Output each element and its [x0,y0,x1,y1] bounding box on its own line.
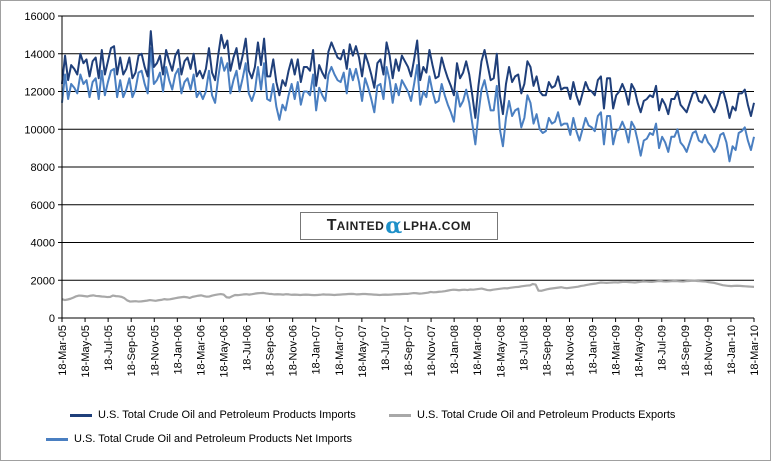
x-tick-label: 18-May-05 [80,325,92,378]
series-line-exports [61,279,755,303]
x-tick-label: 18-Sep-08 [541,325,553,376]
watermark-logo: T AINTED α LPHA.COM [300,212,498,240]
x-tick-label: 18-Nov-08 [564,325,576,376]
legend-item-exports: U.S. Total Crude Oil and Petroleum Produ… [389,409,675,421]
legend-label-exports: U.S. Total Crude Oil and Petroleum Produ… [417,409,676,421]
x-axis-tick-labels: 18-Mar-05 18-May-05 18-Jul-05 18-Sep-05 18-N… [57,318,761,378]
legend-swatch-imports [70,413,92,417]
x-tick-label: 18-Sep-07 [403,325,415,376]
legend-swatch-net-imports [46,437,68,441]
x-tick-label: 18-Sep-05 [126,325,138,376]
x-tick-label: 18-Jan-06 [172,325,184,375]
legend-item-imports: U.S. Total Crude Oil and Petroleum Produ… [70,409,356,421]
x-tick-label: 18-Mar-08 [472,325,484,376]
x-tick-label: 18-Nov-07 [426,325,438,376]
y-tick-label: 6000 [31,200,55,212]
x-tick-label: 18-Jul-07 [380,325,392,371]
x-tick-label: 18-Jan-07 [311,325,323,375]
x-tick-label: 18-Jan-09 [588,325,600,375]
y-tick-label: 0 [49,313,55,325]
x-tick-label: 18-Jul-06 [242,325,254,371]
series-lines [61,30,755,303]
y-tick-label: 16000 [24,11,55,23]
x-tick-label: 18-May-09 [634,325,646,378]
legend-item-net-imports: U.S. Total Crude Oil and Petroleum Produ… [46,433,352,445]
legend-label-imports: U.S. Total Crude Oil and Petroleum Produ… [98,409,356,421]
x-tick-label: 18-Mar-10 [749,325,761,376]
y-tick-label: 12000 [24,87,55,99]
x-tick-label: 18-Mar-06 [195,325,207,376]
y-tick-label: 8000 [31,162,55,174]
y-tick-label: 4000 [31,238,55,250]
gridlines [58,15,754,319]
x-tick-label: 18-Nov-05 [149,325,161,376]
x-tick-label: 18-Nov-06 [288,325,300,376]
x-tick-label: 18-Jul-05 [103,325,115,371]
x-tick-label: 18-Jul-08 [518,325,530,371]
y-axis-tick-labels: 0 2000 4000 6000 8000 10000 12000 14000 16000 [24,11,55,325]
legend-label-net-imports: U.S. Total Crude Oil and Petroleum Produ… [74,433,352,445]
x-tick-label: 18-Jul-09 [657,325,669,371]
legend-swatch-exports [389,413,411,417]
x-tick-label: 18-May-08 [495,325,507,378]
x-tick-label: 18-May-06 [218,325,230,378]
x-tick-label: 18-Mar-09 [611,325,623,376]
x-tick-label: 18-Jan-10 [726,325,738,375]
series-line-imports [61,30,755,119]
x-tick-label: 18-Jan-08 [449,325,461,375]
x-tick-label: 18-Mar-05 [57,325,69,376]
x-tick-label: 18-Nov-09 [703,325,715,376]
y-tick-label: 10000 [24,124,55,136]
x-tick-label: 18-Sep-06 [265,325,277,376]
x-tick-label: 18-Sep-09 [680,325,692,376]
y-tick-label: 2000 [31,275,55,287]
alpha-logo-icon: α [385,213,403,239]
series-line-net-imports [61,47,755,163]
x-tick-label: 18-Mar-07 [334,325,346,376]
y-tick-label: 14000 [24,49,55,61]
x-tick-label: 18-May-07 [357,325,369,378]
